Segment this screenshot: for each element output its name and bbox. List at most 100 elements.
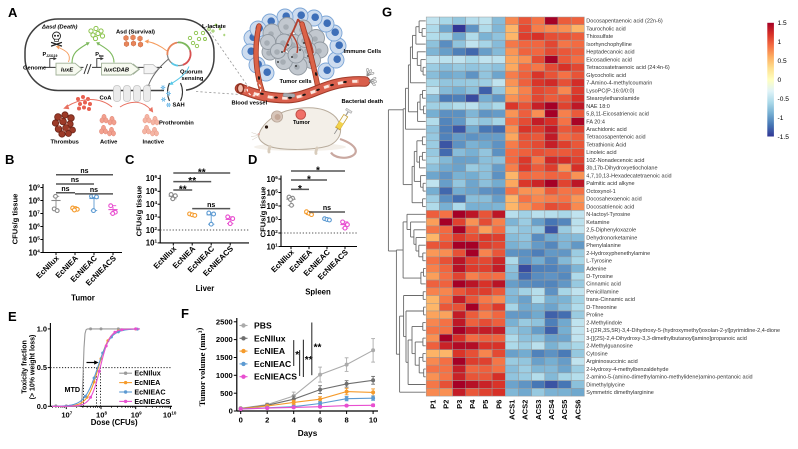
- svg-text:Tetracosapentenoic acid: Tetracosapentenoic acid: [586, 135, 645, 141]
- svg-text:F: F: [181, 306, 189, 321]
- svg-text:ACS2: ACS2: [521, 400, 530, 420]
- svg-text:Argininosuccinic acid: Argininosuccinic acid: [586, 359, 637, 365]
- svg-text:EcNIEAC: EcNIEAC: [254, 359, 291, 369]
- svg-text:Active: Active: [100, 140, 118, 146]
- svg-text:C: C: [125, 152, 135, 167]
- svg-text:4: 4: [292, 416, 297, 425]
- svg-text:CoA: CoA: [100, 95, 113, 101]
- svg-text:105: 105: [146, 187, 158, 196]
- svg-text:B: B: [5, 152, 14, 167]
- svg-text:L-lactate: L-lactate: [202, 24, 227, 30]
- svg-text:500: 500: [220, 389, 233, 398]
- svg-text:*: *: [295, 350, 299, 361]
- svg-text:Tetracosatetraenoic acid (24:4: Tetracosatetraenoic acid (24:4n-6): [586, 65, 670, 71]
- svg-text:Heptadecanoic acid: Heptadecanoic acid: [586, 50, 634, 56]
- svg-text:ACS4: ACS4: [547, 399, 556, 420]
- svg-text:Days: Days: [298, 429, 318, 438]
- svg-text:2-amino-5-(amino-dimethylamino: 2-amino-5-(amino-dimethylamino-methylide…: [586, 375, 752, 381]
- svg-text:101: 101: [267, 242, 279, 251]
- svg-text:3-[[(2S)-2,4-Dihydroxy-3,3-dim: 3-[[(2S)-2,4-Dihydroxy-3,3-dimethylbutan…: [586, 336, 747, 342]
- svg-text:Isorhynchophylline: Isorhynchophylline: [586, 42, 632, 48]
- svg-text:FA 20:4: FA 20:4: [586, 119, 605, 125]
- svg-text:1: 1: [778, 39, 782, 46]
- svg-text:*: *: [316, 166, 320, 177]
- svg-text:L-Tyrosine: L-Tyrosine: [586, 259, 612, 265]
- svg-text:102: 102: [267, 229, 279, 238]
- svg-text:5,8,11-Eicosatrienoic acid: 5,8,11-Eicosatrienoic acid: [586, 112, 649, 118]
- svg-text:Dose (CFUs): Dose (CFUs): [91, 418, 138, 427]
- svg-text:3b,17b-Dihydroxyetiocholane: 3b,17b-Dihydroxyetiocholane: [586, 166, 657, 172]
- svg-text:101: 101: [146, 239, 158, 248]
- svg-text:0: 0: [229, 407, 233, 416]
- svg-text:105: 105: [29, 235, 41, 244]
- svg-text:G: G: [382, 5, 392, 20]
- svg-text:ns: ns: [61, 186, 69, 193]
- svg-text:Asd (Survival): Asd (Survival): [116, 30, 155, 36]
- svg-text:LysoPC(P-16:0/0:0): LysoPC(P-16:0/0:0): [586, 88, 634, 94]
- svg-text:105: 105: [267, 188, 279, 197]
- svg-text:0: 0: [778, 77, 782, 84]
- svg-text:109: 109: [29, 183, 41, 192]
- svg-text:1500: 1500: [216, 353, 233, 362]
- svg-text:**: **: [305, 355, 313, 366]
- svg-text:2000: 2000: [216, 335, 233, 344]
- svg-text:4,7,10,13-Hexadecatetraenoic a: 4,7,10,13-Hexadecatetraenoic acid: [586, 173, 671, 179]
- svg-text:P2: P2: [442, 400, 451, 409]
- svg-text:Tumor cells: Tumor cells: [280, 79, 312, 85]
- svg-text:Phenylalanine: Phenylalanine: [586, 243, 621, 249]
- svg-text:0.0: 0.0: [37, 402, 47, 411]
- svg-text:Blood vessel: Blood vessel: [232, 101, 268, 107]
- svg-text:Δasd (Death): Δasd (Death): [41, 24, 78, 30]
- svg-text:102: 102: [146, 226, 158, 235]
- svg-text:2-Hydroxy-4-methylbenzaldehyde: 2-Hydroxy-4-methylbenzaldehyde: [586, 367, 668, 373]
- svg-text:EcNIEA: EcNIEA: [254, 346, 285, 356]
- svg-text:107: 107: [29, 209, 41, 218]
- svg-text:109: 109: [131, 410, 142, 419]
- svg-text:sensing: sensing: [182, 76, 204, 82]
- svg-text:2-Methylguanosine: 2-Methylguanosine: [586, 344, 632, 350]
- svg-text:1.0: 1.0: [37, 325, 47, 334]
- svg-text:trans-Cinnamic acid: trans-Cinnamic acid: [586, 297, 635, 303]
- svg-text:Tumor volume (mm3): Tumor volume (mm3): [194, 328, 207, 407]
- svg-text:EcNIlux: EcNIlux: [254, 333, 286, 343]
- svg-text:**: **: [198, 168, 206, 179]
- svg-text:2500: 2500: [216, 317, 233, 326]
- svg-text:Inactive: Inactive: [143, 140, 165, 146]
- svg-text:Proline: Proline: [586, 313, 603, 319]
- svg-text:EcNIEA: EcNIEA: [134, 378, 160, 387]
- svg-text:103: 103: [146, 213, 158, 222]
- svg-text:N-lactoyl-Tyrosine: N-lactoyl-Tyrosine: [586, 212, 630, 218]
- svg-text:2: 2: [265, 416, 269, 425]
- svg-text:CFUs/g tissue: CFUs/g tissue: [259, 187, 268, 238]
- svg-text:P3: P3: [455, 400, 464, 409]
- svg-text:106: 106: [267, 175, 279, 184]
- svg-text:2-Hydroxyphenethylamine: 2-Hydroxyphenethylamine: [586, 251, 650, 257]
- svg-text:**: **: [314, 343, 322, 354]
- svg-text:1.5: 1.5: [778, 20, 787, 27]
- svg-text:103: 103: [267, 215, 279, 224]
- svg-text:MTD: MTD: [65, 385, 81, 394]
- svg-text:Cytosine: Cytosine: [586, 351, 607, 357]
- svg-text:10: 10: [369, 416, 377, 425]
- svg-text:Glycocholic acid: Glycocholic acid: [586, 73, 626, 79]
- svg-text:Ptac: Ptac: [95, 52, 104, 58]
- svg-text:2,5-Diphenyloxazole: 2,5-Diphenyloxazole: [586, 228, 636, 234]
- svg-text:luxE: luxE: [61, 67, 74, 73]
- svg-text:2-Methylindole: 2-Methylindole: [586, 320, 622, 326]
- svg-text:Octoxynol-1: Octoxynol-1: [586, 189, 615, 195]
- svg-text:Prothrombin: Prothrombin: [159, 121, 194, 127]
- svg-text:-1.5: -1.5: [778, 134, 790, 141]
- svg-text:E: E: [8, 309, 17, 324]
- svg-text:Docosapentaenoic acid (22n-6): Docosapentaenoic acid (22n-6): [586, 19, 663, 25]
- svg-text:1-[(2R,3S,5R)-3,4-Dihydroxy-5-: 1-[(2R,3S,5R)-3,4-Dihydroxy-5-(hydroxyme…: [586, 328, 780, 334]
- svg-text:**: **: [179, 185, 187, 196]
- svg-text:*: *: [307, 175, 311, 186]
- svg-text:SAH: SAH: [173, 103, 185, 109]
- svg-text:A: A: [8, 5, 18, 20]
- svg-text:Toxicity fraction(> 10% weight: Toxicity fraction(> 10% weight loss): [22, 335, 37, 400]
- svg-text:10Z-Nonadecenoic acid: 10Z-Nonadecenoic acid: [586, 158, 644, 164]
- svg-text:*: *: [298, 184, 302, 195]
- svg-text:106: 106: [146, 174, 158, 183]
- svg-text:luxCDAB: luxCDAB: [104, 67, 129, 73]
- svg-text:EcNIlux: EcNIlux: [134, 369, 160, 378]
